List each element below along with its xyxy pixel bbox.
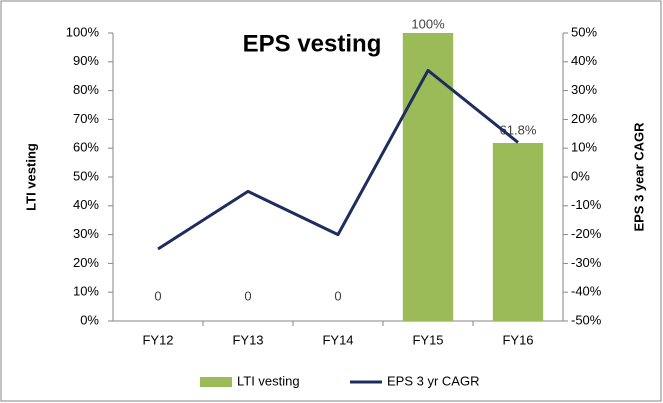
- y-tick-label: 40%: [73, 197, 99, 212]
- x-tick-label: FY14: [322, 332, 353, 347]
- x-tick-label: FY15: [412, 332, 443, 347]
- y-tick-label: 20%: [73, 255, 99, 270]
- y2-tick-label: -20%: [571, 226, 602, 241]
- y-tick-label: 90%: [73, 53, 99, 68]
- y2-tick-label: -30%: [571, 255, 602, 270]
- y2-tick-label: -10%: [571, 197, 602, 212]
- bar: [402, 33, 454, 321]
- y-tick-label: 30%: [73, 226, 99, 241]
- x-tick-label: FY16: [502, 332, 533, 347]
- y-tick-label: 0%: [80, 312, 99, 327]
- legend-label: EPS 3 yr CAGR: [387, 373, 479, 388]
- y-tick-label: 10%: [73, 284, 99, 299]
- y2-tick-label: -50%: [571, 312, 602, 327]
- legend-label: LTI vesting: [237, 373, 300, 388]
- x-tick-label: FY12: [142, 332, 173, 347]
- line: [157, 68, 519, 251]
- data-label: 0: [244, 288, 251, 303]
- y-tick-label: 100%: [66, 24, 100, 39]
- y-axis-title: LTI vesting: [23, 143, 38, 211]
- y2-tick-label: -40%: [571, 284, 602, 299]
- data-label: 0: [154, 288, 161, 303]
- y-tick-label: 80%: [73, 82, 99, 97]
- data-label: 100%: [411, 16, 445, 31]
- legend-swatch: [200, 377, 232, 387]
- bar: [492, 143, 544, 321]
- data-label: 0: [334, 288, 341, 303]
- data-label: 61.8%: [500, 122, 537, 137]
- y-tick-label: 60%: [73, 140, 99, 155]
- x-tick-label: FY13: [232, 332, 263, 347]
- y-tick-label: 50%: [73, 168, 99, 183]
- y2-tick-label: 10%: [571, 140, 597, 155]
- y2-tick-label: 30%: [571, 82, 597, 97]
- y2-tick-label: 0%: [571, 168, 590, 183]
- y2-tick-label: 40%: [571, 53, 597, 68]
- y2-tick-label: 20%: [571, 111, 597, 126]
- y2-axis-title: EPS 3 year CAGR: [631, 122, 646, 232]
- y2-tick-label: 50%: [571, 24, 597, 39]
- y-tick-label: 70%: [73, 111, 99, 126]
- chart-title: EPS vesting: [243, 30, 382, 57]
